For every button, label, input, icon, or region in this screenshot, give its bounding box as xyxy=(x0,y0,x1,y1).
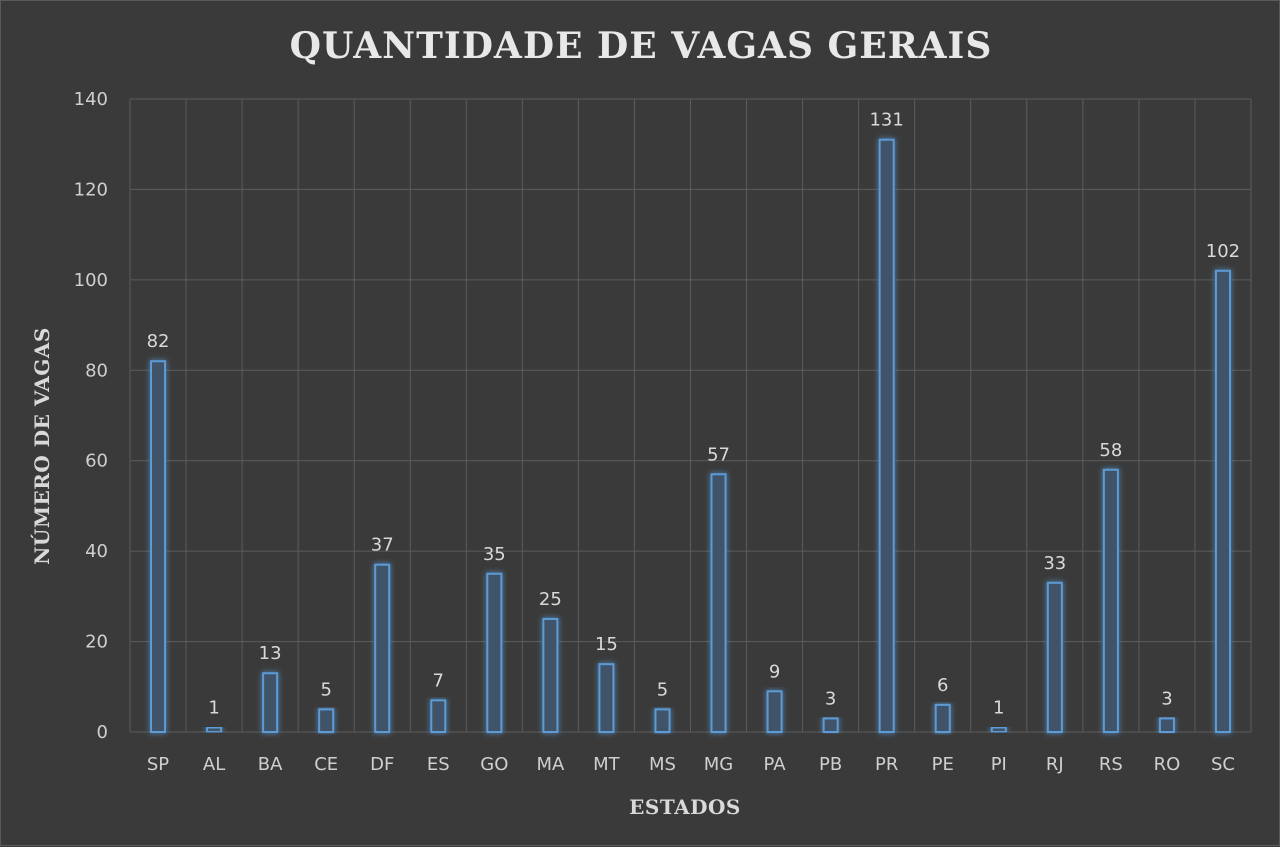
x-tick-label-df: DF xyxy=(370,754,394,775)
data-label-sp: 82 xyxy=(147,331,170,352)
data-label-df: 37 xyxy=(371,535,394,556)
y-tick-label: 40 xyxy=(85,541,108,562)
data-label-pr: 131 xyxy=(869,110,903,131)
x-tick-label-rj: RJ xyxy=(1046,754,1064,775)
data-label-go: 35 xyxy=(483,544,506,565)
y-tick-label: 80 xyxy=(85,360,108,381)
bar-al xyxy=(206,726,223,734)
data-label-es: 7 xyxy=(433,670,444,691)
bar-pe xyxy=(934,703,951,733)
x-tick-label-ce: CE xyxy=(314,754,338,775)
x-tick-label-mg: MG xyxy=(704,754,733,775)
data-label-pa: 9 xyxy=(769,661,780,682)
bar-df xyxy=(374,563,391,734)
data-label-pe: 6 xyxy=(937,675,948,696)
y-tick-label: 140 xyxy=(74,89,108,110)
x-axis-title: ESTADOS xyxy=(629,795,741,819)
x-tick-label-go: GO xyxy=(480,754,508,775)
data-label-pb: 3 xyxy=(825,688,836,709)
x-tick-label-sc: SC xyxy=(1211,754,1235,775)
y-tick-label: 120 xyxy=(74,179,108,200)
y-tick-label: 0 xyxy=(97,722,108,743)
data-label-ms: 5 xyxy=(657,679,668,700)
x-tick-label-ba: BA xyxy=(258,754,283,775)
data-label-ce: 5 xyxy=(320,679,331,700)
data-label-ma: 25 xyxy=(539,589,562,610)
bar-rs xyxy=(1102,468,1119,733)
bar-mg xyxy=(710,473,727,733)
data-label-ba: 13 xyxy=(259,643,282,664)
bar-ro xyxy=(1158,717,1175,734)
x-tick-label-ms: MS xyxy=(649,754,676,775)
x-tick-label-ma: MA xyxy=(536,754,565,775)
bar-sc xyxy=(1214,269,1231,733)
y-tick-label: 100 xyxy=(74,270,108,291)
bar-ce xyxy=(318,708,335,734)
labels-layer: 02040608010012014082SP1AL13BA5CE37DF7ES3… xyxy=(74,89,1241,775)
bar-rj xyxy=(1046,581,1063,733)
bar-pb xyxy=(822,717,839,734)
bar-es xyxy=(430,699,447,733)
x-tick-label-pb: PB xyxy=(819,754,842,775)
data-label-sc: 102 xyxy=(1206,241,1240,262)
x-tick-label-al: AL xyxy=(203,754,225,775)
x-tick-label-rs: RS xyxy=(1099,754,1123,775)
bars-layer xyxy=(150,138,1231,734)
data-label-rs: 58 xyxy=(1099,440,1122,461)
x-tick-label-pe: PE xyxy=(932,754,954,775)
x-tick-label-pa: PA xyxy=(764,754,787,775)
chart-title: QUANTIDADE DE VAGAS GERAIS xyxy=(290,25,993,67)
bar-pr xyxy=(878,138,895,733)
data-label-al: 1 xyxy=(208,697,219,718)
bar-sp xyxy=(150,360,167,733)
x-tick-label-sp: SP xyxy=(147,754,169,775)
data-label-mt: 15 xyxy=(595,634,618,655)
data-label-ro: 3 xyxy=(1161,688,1172,709)
data-label-rj: 33 xyxy=(1043,553,1066,574)
x-tick-label-es: ES xyxy=(427,754,450,775)
data-label-mg: 57 xyxy=(707,444,730,465)
bar-go xyxy=(486,572,503,733)
data-label-pi: 1 xyxy=(993,697,1004,718)
x-tick-label-pi: PI xyxy=(991,754,1007,775)
y-tick-label: 60 xyxy=(85,451,108,472)
y-axis-title: NÚMERO DE VAGAS xyxy=(29,327,54,565)
bar-ma xyxy=(542,617,559,734)
grid-layer xyxy=(129,98,1252,733)
x-tick-label-ro: RO xyxy=(1154,754,1181,775)
bar-ms xyxy=(654,708,671,734)
y-tick-label: 20 xyxy=(85,632,108,653)
x-tick-label-mt: MT xyxy=(593,754,621,775)
bar-pa xyxy=(766,690,783,733)
x-tick-label-pr: PR xyxy=(875,754,898,775)
bar-pi xyxy=(990,726,1007,734)
bar-ba xyxy=(262,672,279,734)
bar-mt xyxy=(598,663,615,734)
